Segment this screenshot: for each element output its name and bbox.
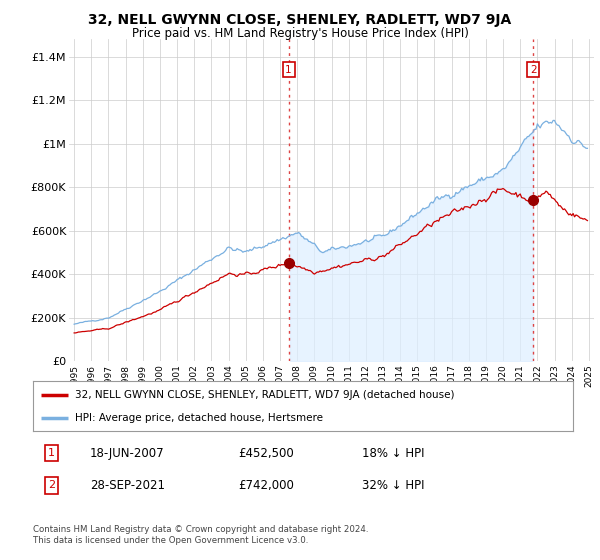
Text: 1: 1 bbox=[48, 448, 55, 458]
Text: 1: 1 bbox=[285, 64, 292, 74]
Text: 32% ↓ HPI: 32% ↓ HPI bbox=[362, 479, 425, 492]
Text: 18-JUN-2007: 18-JUN-2007 bbox=[90, 447, 164, 460]
Text: 18% ↓ HPI: 18% ↓ HPI bbox=[362, 447, 425, 460]
Text: Contains HM Land Registry data © Crown copyright and database right 2024.: Contains HM Land Registry data © Crown c… bbox=[33, 525, 368, 534]
Text: 28-SEP-2021: 28-SEP-2021 bbox=[90, 479, 164, 492]
Text: 32, NELL GWYNN CLOSE, SHENLEY, RADLETT, WD7 9JA (detached house): 32, NELL GWYNN CLOSE, SHENLEY, RADLETT, … bbox=[75, 390, 455, 400]
Text: HPI: Average price, detached house, Hertsmere: HPI: Average price, detached house, Hert… bbox=[75, 413, 323, 423]
Text: Price paid vs. HM Land Registry's House Price Index (HPI): Price paid vs. HM Land Registry's House … bbox=[131, 27, 469, 40]
Text: 32, NELL GWYNN CLOSE, SHENLEY, RADLETT, WD7 9JA: 32, NELL GWYNN CLOSE, SHENLEY, RADLETT, … bbox=[88, 13, 512, 27]
Text: £742,000: £742,000 bbox=[238, 479, 294, 492]
Text: This data is licensed under the Open Government Licence v3.0.: This data is licensed under the Open Gov… bbox=[33, 536, 308, 545]
Text: 2: 2 bbox=[48, 480, 55, 491]
Text: 2: 2 bbox=[530, 64, 536, 74]
Text: £452,500: £452,500 bbox=[238, 447, 294, 460]
